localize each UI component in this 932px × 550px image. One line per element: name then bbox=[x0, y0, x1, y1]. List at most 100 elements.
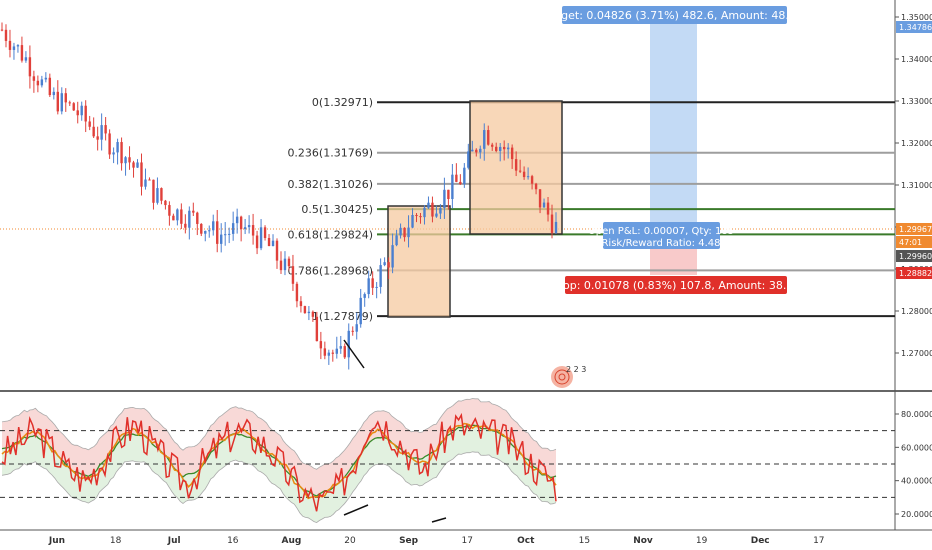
candle-body bbox=[104, 125, 107, 134]
trend-line-price[interactable] bbox=[343, 339, 365, 369]
candle-body bbox=[475, 149, 478, 153]
target-zone[interactable] bbox=[650, 20, 697, 231]
candle-body bbox=[84, 105, 87, 122]
time-label: Dec bbox=[751, 536, 770, 546]
candle-body bbox=[411, 214, 414, 228]
candle-body bbox=[367, 278, 370, 295]
candle-body bbox=[271, 240, 275, 247]
candle-body bbox=[72, 103, 75, 111]
price-tick-label: 1.27000 bbox=[901, 349, 932, 358]
candle-body bbox=[471, 149, 474, 152]
fib-label: 0.236(1.31769) bbox=[287, 147, 373, 160]
candle-body bbox=[299, 301, 303, 307]
candle-body bbox=[431, 202, 434, 217]
price-badge-label: 1.29960 bbox=[899, 252, 932, 261]
candle-body bbox=[64, 93, 67, 103]
candle-body bbox=[4, 29, 8, 41]
candle-body bbox=[534, 183, 538, 190]
price-tick-label: 1.33000 bbox=[901, 97, 932, 106]
candle-body bbox=[16, 45, 20, 47]
candle-body bbox=[415, 214, 418, 217]
candle-body bbox=[255, 235, 259, 249]
candle-body bbox=[303, 306, 307, 314]
osc-tick-label: 80.0000 bbox=[901, 410, 932, 419]
candle-body bbox=[112, 152, 115, 155]
candle-body bbox=[379, 265, 382, 287]
candle-body bbox=[459, 181, 462, 185]
candle-body bbox=[60, 93, 63, 112]
candle-body bbox=[120, 142, 123, 164]
candle-body bbox=[164, 200, 167, 206]
target-label-bg bbox=[562, 6, 787, 24]
time-label: Jun bbox=[48, 536, 65, 546]
candle-body bbox=[239, 216, 243, 230]
candle-body bbox=[96, 136, 99, 140]
candle-body bbox=[518, 170, 522, 172]
candle-body bbox=[510, 147, 514, 160]
candle-body bbox=[263, 227, 267, 239]
candle-body bbox=[227, 233, 231, 235]
svg-text:2 2 3: 2 2 3 bbox=[566, 365, 586, 374]
candle-body bbox=[208, 230, 211, 232]
candle-body bbox=[447, 189, 450, 200]
candle-body bbox=[128, 157, 131, 163]
candle-body bbox=[156, 188, 159, 203]
candle-body bbox=[323, 348, 327, 356]
time-label: 15 bbox=[579, 536, 590, 546]
candle-body bbox=[514, 159, 518, 171]
candle-body bbox=[176, 209, 179, 221]
fib-label: 1(1.27879) bbox=[312, 310, 373, 323]
event-marker-icon[interactable]: 2 2 3 bbox=[551, 365, 586, 388]
candle-body bbox=[538, 189, 542, 208]
candle-body bbox=[216, 221, 219, 244]
candle-body bbox=[247, 225, 251, 228]
candle-body bbox=[355, 324, 358, 332]
time-label: Jul bbox=[167, 536, 181, 546]
fib-label: 0.618(1.29824) bbox=[287, 228, 373, 241]
candle-body bbox=[546, 202, 550, 215]
candle-body bbox=[451, 174, 454, 200]
time-label: 17 bbox=[813, 536, 824, 546]
rr-label: Risk/Reward Ratio: 4.48 bbox=[601, 238, 720, 249]
candle-body bbox=[212, 221, 215, 231]
candle-body bbox=[439, 207, 442, 214]
osc-tick-label: 20.0000 bbox=[901, 510, 932, 519]
candle-body bbox=[343, 346, 346, 358]
candle-body bbox=[291, 266, 295, 284]
candle-body bbox=[487, 130, 490, 145]
trend-line-osc-2[interactable] bbox=[431, 517, 447, 523]
candle-body bbox=[148, 179, 151, 181]
candle-body bbox=[295, 283, 299, 302]
price-badge-label: 47:01 bbox=[899, 238, 922, 247]
pattern-box-left[interactable] bbox=[387, 205, 451, 318]
candle-body bbox=[180, 209, 183, 224]
candle-body bbox=[24, 57, 28, 61]
price-badge-label: 1.28882 bbox=[899, 269, 932, 278]
candle-body bbox=[491, 144, 494, 147]
price-badge bbox=[896, 236, 932, 248]
candle-body bbox=[283, 258, 287, 271]
candle-body bbox=[116, 142, 119, 153]
trend-line-osc-1[interactable] bbox=[343, 504, 369, 516]
candle-body bbox=[48, 77, 52, 96]
candle-body bbox=[443, 189, 446, 208]
pnl-label: Open P&L: 0.00007, Qty: 185 bbox=[588, 226, 734, 237]
candle-body bbox=[28, 57, 32, 77]
candle-body bbox=[172, 215, 175, 221]
candle-body bbox=[68, 102, 71, 104]
candle-body bbox=[495, 146, 498, 152]
candle-body bbox=[383, 262, 386, 266]
candle-body bbox=[204, 230, 207, 234]
candle-body bbox=[52, 91, 56, 96]
osc-lower-line bbox=[1, 451, 557, 524]
candle-body bbox=[399, 227, 402, 236]
candle-body bbox=[36, 80, 40, 86]
osc-lower-band bbox=[2, 425, 556, 523]
candle-body bbox=[391, 245, 394, 268]
stop-label-bg bbox=[565, 276, 787, 294]
candle-body bbox=[542, 202, 546, 208]
candle-body bbox=[375, 286, 378, 288]
candle-body bbox=[160, 188, 163, 201]
candle-body bbox=[327, 352, 331, 356]
